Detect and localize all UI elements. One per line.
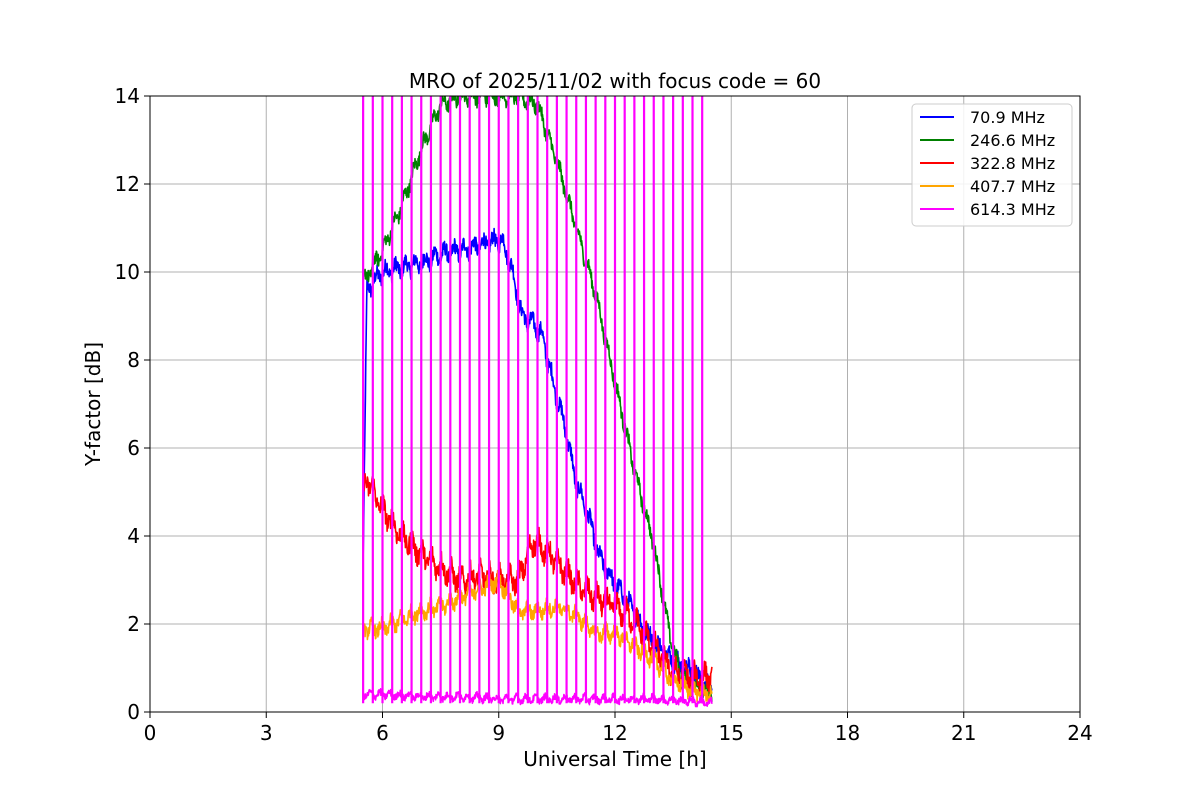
- x-tick-label: 24: [1067, 721, 1092, 745]
- legend-box: [911, 103, 1073, 227]
- y-tick-label: 12: [115, 172, 140, 196]
- x-tick-label: 0: [144, 721, 157, 745]
- y-axis: 0 2 4 6 8 10 12 14: [115, 84, 150, 724]
- x-tick-label: 6: [376, 721, 389, 745]
- x-tick-label: 9: [492, 721, 505, 745]
- legend-label: 70.9 MHz: [970, 108, 1045, 127]
- y-axis-label: Y-factor [dB]: [81, 342, 105, 467]
- y-tick-label: 6: [127, 436, 140, 460]
- x-tick-label: 12: [602, 721, 627, 745]
- y-tick-label: 2: [127, 612, 140, 636]
- legend-label: 246.6 MHz: [970, 131, 1055, 150]
- x-axis-label: Universal Time [h]: [523, 747, 706, 771]
- legend-label: 614.3 MHz: [970, 200, 1055, 219]
- x-tick-label: 3: [260, 721, 273, 745]
- y-tick-label: 14: [115, 84, 140, 108]
- x-axis: 0 3 6 9 12 15 18 21 24: [144, 712, 1093, 745]
- legend-label: 322.8 MHz: [970, 154, 1055, 173]
- chart-title: MRO of 2025/11/02 with focus code = 60: [409, 69, 821, 93]
- x-tick-label: 18: [835, 721, 860, 745]
- x-tick-label: 15: [719, 721, 744, 745]
- legend: 70.9 MHz 246.6 MHz 322.8 MHz 407.7 MHz 614.3…: [911, 103, 1073, 227]
- y-tick-label: 0: [127, 700, 140, 724]
- legend-label: 407.7 MHz: [970, 177, 1055, 196]
- y-tick-label: 8: [127, 348, 140, 372]
- x-tick-label: 21: [951, 721, 976, 745]
- y-tick-label: 4: [127, 524, 140, 548]
- y-tick-label: 10: [115, 260, 140, 284]
- series-layer: [362, 96, 713, 708]
